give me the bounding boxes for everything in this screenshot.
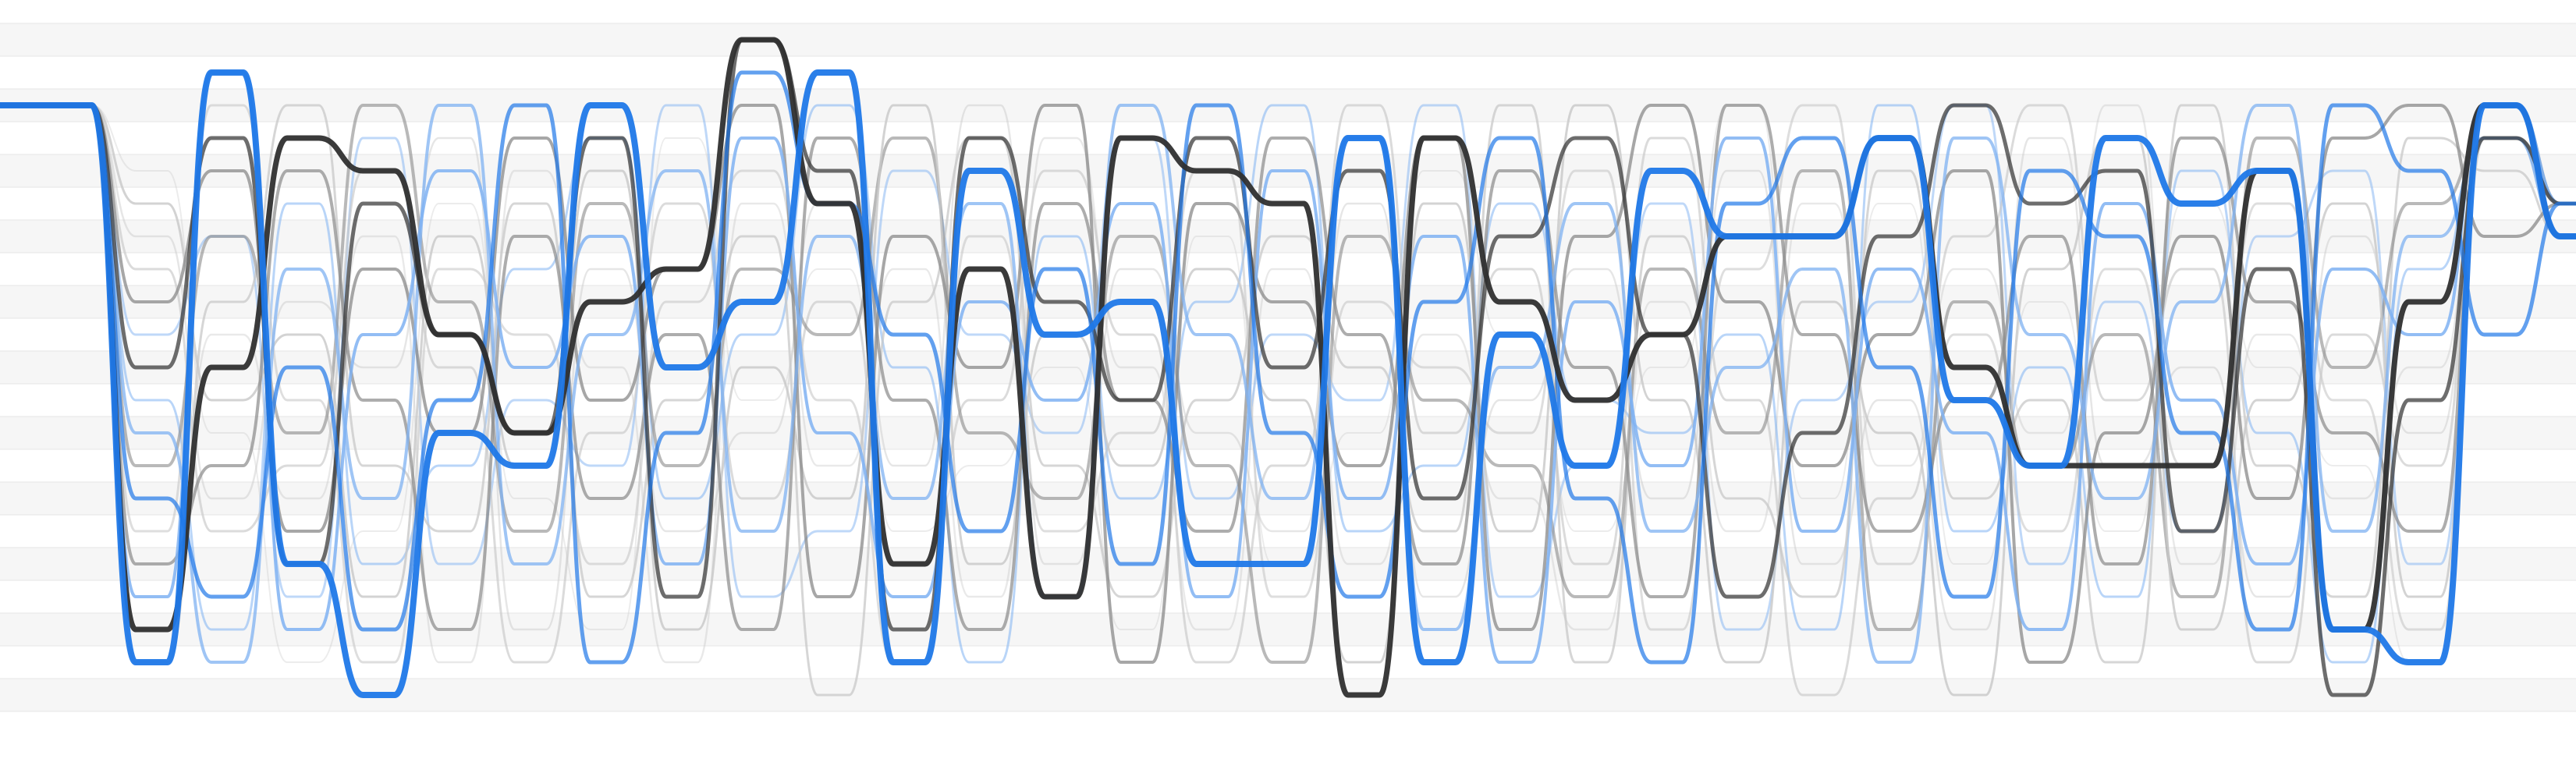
trajectory-lines <box>0 37 2576 698</box>
trajectory-line-blue-b <box>0 70 2576 665</box>
trajectory-line-blue-main <box>0 69 2576 698</box>
trajectory-line-blue-c <box>0 71 2576 664</box>
trajectory-line-gray-g <box>0 104 2576 664</box>
trajectory-line-gray-c <box>0 104 2576 664</box>
row-band <box>0 679 2576 711</box>
row-band <box>0 23 2576 56</box>
trajectory-line-gray-i <box>0 104 2576 664</box>
trajectory-line-black-main <box>0 37 2576 698</box>
trajectory-line-gray-b <box>0 104 2576 631</box>
trajectory-line-blue-d <box>0 104 2576 664</box>
